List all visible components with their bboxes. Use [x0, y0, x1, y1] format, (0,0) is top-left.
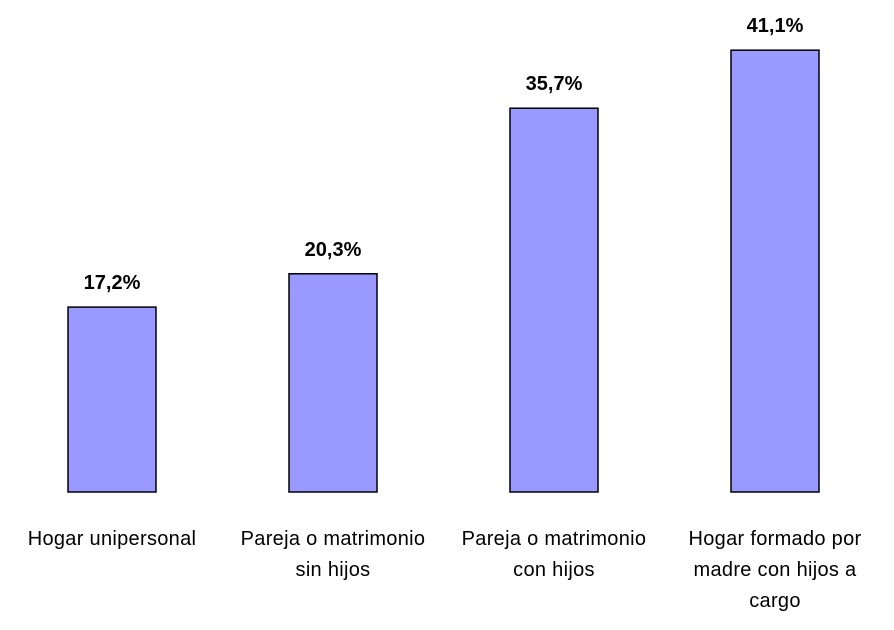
- value-label: 17,2%: [84, 272, 141, 294]
- category-label: Pareja o matrimonio sin hijos: [240, 528, 426, 581]
- bar: [288, 273, 378, 493]
- category-label: Pareja o matrimonio con hijos: [461, 528, 647, 581]
- value-label: 20,3%: [305, 239, 362, 261]
- value-label: 41,1%: [747, 15, 804, 37]
- value-label: 35,7%: [526, 73, 583, 95]
- category-label: Hogar formado por madre con hijos a carg…: [688, 528, 862, 612]
- bar: [67, 306, 157, 493]
- bar: [509, 107, 599, 493]
- category-label: Hogar unipersonal: [27, 528, 197, 550]
- bar: [730, 49, 820, 493]
